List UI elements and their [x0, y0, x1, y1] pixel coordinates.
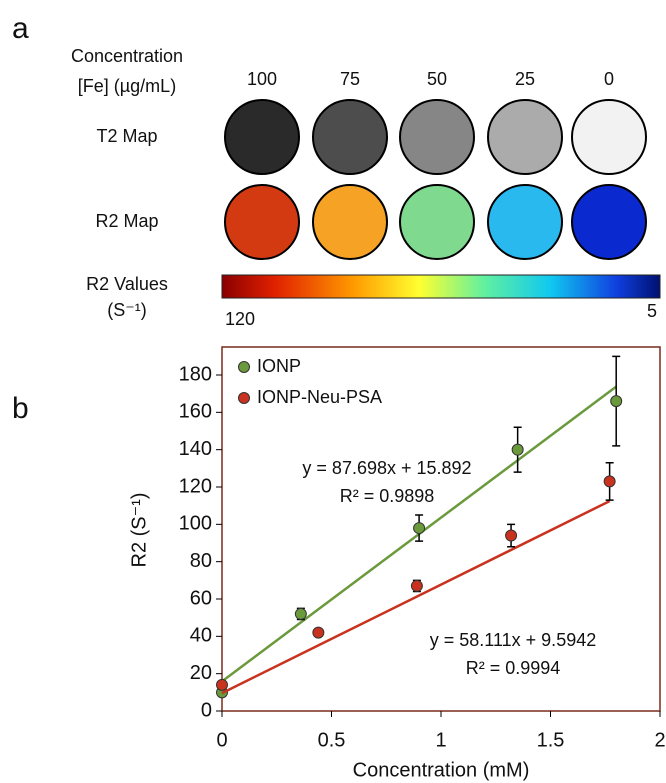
data-point [506, 530, 517, 541]
colorbar-label: (S⁻¹) [107, 300, 147, 320]
data-point [604, 476, 615, 487]
legend-marker [239, 393, 250, 404]
fit-r-squared: R² = 0.9898 [340, 486, 435, 506]
concentration-value: 75 [340, 69, 360, 89]
y-tick-label: 160 [179, 401, 212, 423]
t2-map-well [572, 100, 646, 174]
data-point [313, 627, 324, 638]
x-axis-label: Concentration (mM) [353, 759, 530, 781]
legend-label: IONP [257, 356, 301, 376]
colorbar-tick: 5 [647, 301, 657, 321]
y-tick-label: 40 [190, 625, 212, 647]
t2-map-well [313, 100, 387, 174]
figure: a Concentration [Fe] (µg/mL) T2 Map R2 M… [0, 0, 666, 783]
concentration-value: 50 [427, 69, 447, 89]
t2-map-well [488, 100, 562, 174]
row-label: T2 Map [96, 126, 157, 146]
legend-marker [239, 362, 250, 373]
x-tick-label: 0 [216, 729, 227, 751]
legend-label: IONP-Neu-PSA [257, 387, 382, 407]
r2-map-well [572, 185, 646, 259]
y-tick-label: 120 [179, 475, 212, 497]
concentration-label: Concentration [71, 46, 183, 66]
y-tick-label: 180 [179, 363, 212, 385]
fit-r-squared: R² = 0.9994 [466, 658, 561, 678]
t2-map-well [400, 100, 474, 174]
panel-label: b [12, 392, 29, 425]
y-tick-label: 80 [190, 550, 212, 572]
y-tick-label: 100 [179, 513, 212, 535]
data-point [411, 580, 422, 591]
x-tick-label: 0.5 [318, 729, 346, 751]
x-tick-label: 1.5 [537, 729, 565, 751]
r2-map-well [225, 185, 299, 259]
r2-map-well [488, 185, 562, 259]
y-tick-label: 140 [179, 438, 212, 460]
concentration-label: [Fe] (µg/mL) [78, 76, 176, 96]
t2-map-well [225, 100, 299, 174]
x-tick-label: 2 [654, 729, 665, 751]
x-tick-label: 1 [435, 729, 446, 751]
colorbar-tick: 120 [225, 309, 255, 329]
data-point [414, 523, 425, 534]
data-point [217, 679, 228, 690]
fit-equation: y = 58.111x + 9.5942 [430, 630, 596, 650]
r2-map-well [313, 185, 387, 259]
data-point [295, 608, 306, 619]
colorbar-label: R2 Values [86, 274, 168, 294]
y-tick-label: 0 [201, 699, 212, 721]
colorbar [222, 275, 660, 298]
data-point [512, 444, 523, 455]
panel-label: a [12, 12, 29, 45]
y-axis-label: R2 (S⁻¹) [128, 493, 150, 568]
row-label: R2 Map [95, 211, 158, 231]
concentration-value: 0 [604, 69, 614, 89]
y-tick-label: 60 [190, 587, 212, 609]
data-point [611, 396, 622, 407]
concentration-value: 25 [515, 69, 535, 89]
y-tick-label: 20 [190, 662, 212, 684]
concentration-value: 100 [247, 69, 277, 89]
r2-map-well [400, 185, 474, 259]
fit-equation: y = 87.698x + 15.892 [302, 458, 471, 478]
